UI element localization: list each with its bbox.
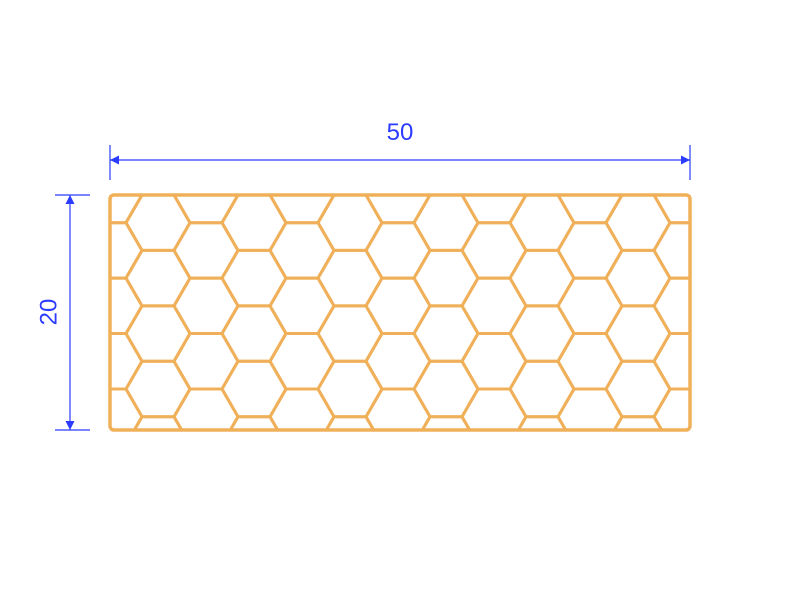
dimension-top	[110, 145, 690, 180]
dimension-left-label: 20	[35, 299, 62, 326]
honeycomb-pattern	[30, 112, 800, 583]
dimension-top-label: 50	[387, 119, 414, 146]
profile-outline	[110, 195, 690, 430]
technical-drawing: 50 20	[0, 0, 800, 600]
